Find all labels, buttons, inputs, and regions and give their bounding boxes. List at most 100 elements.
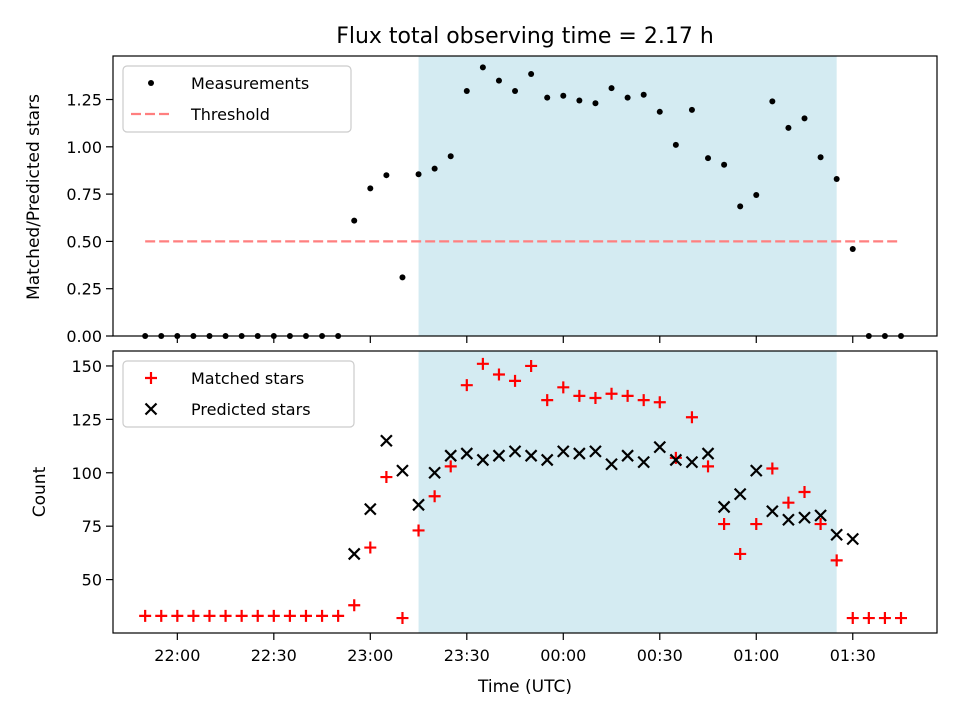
predicted-point xyxy=(492,449,506,462)
matched-point xyxy=(637,394,650,407)
predicted-point xyxy=(444,449,457,462)
matched-point xyxy=(187,609,200,622)
measurement-point xyxy=(399,274,406,281)
measurement-point xyxy=(640,91,647,98)
matched-point xyxy=(525,359,538,372)
matched-point xyxy=(798,486,811,498)
matched-point xyxy=(702,460,715,473)
predicted-point xyxy=(557,445,570,458)
measurement-point xyxy=(512,88,519,94)
predicted-point xyxy=(733,487,747,501)
matched-point xyxy=(251,609,264,622)
matched-point xyxy=(541,394,554,407)
predicted-point xyxy=(412,498,425,512)
matched-point xyxy=(380,471,393,484)
matched-point xyxy=(573,389,586,402)
top-y-tick-label: 0.00 xyxy=(66,327,102,346)
top-legend: Measurements Threshold xyxy=(122,65,352,133)
matched-point xyxy=(862,612,875,625)
bottom-x-tick-label: 00:00 xyxy=(540,646,586,665)
predicted-point xyxy=(669,453,683,467)
predicted-point xyxy=(766,504,779,518)
matched-point xyxy=(766,462,779,475)
matched-point xyxy=(509,374,522,387)
top-panel: 0.00 0.25 0.50 0.75 1.00 1.25 Measurements Thre… xyxy=(66,55,938,346)
measurement-point xyxy=(479,64,486,71)
matched-point xyxy=(396,612,409,625)
measurement-point xyxy=(849,245,856,252)
measurement-point xyxy=(528,70,535,77)
predicted-point xyxy=(846,532,860,546)
measurement-point xyxy=(753,192,760,199)
measurement-point xyxy=(672,141,679,148)
matched-point xyxy=(299,609,312,622)
matched-point xyxy=(332,609,345,622)
matched-point xyxy=(364,541,377,554)
matched-point xyxy=(718,518,731,531)
predicted-point xyxy=(685,455,699,469)
matched-point xyxy=(685,411,698,424)
measurement-point xyxy=(431,165,438,172)
matched-point xyxy=(460,379,473,392)
measurement-point xyxy=(817,154,824,161)
predicted-point xyxy=(347,547,361,561)
measurement-point xyxy=(447,153,454,160)
predicted-point xyxy=(460,447,474,460)
matched-point xyxy=(557,381,570,394)
bottom-x-tick-label: 23:00 xyxy=(347,646,393,665)
x-axis-label: Time (UTC) xyxy=(477,677,572,697)
measurement-point xyxy=(656,108,663,115)
legend-label: Matched stars xyxy=(191,369,304,388)
top-y-tick-label: 1.00 xyxy=(66,138,102,157)
predicted-point xyxy=(653,440,667,454)
matched-point xyxy=(283,609,296,622)
top-y-tick-label: 0.75 xyxy=(66,185,102,204)
matched-point xyxy=(621,389,634,402)
predicted-point xyxy=(524,449,538,462)
bottom-y-axis-label: Count xyxy=(30,466,50,517)
matched-point xyxy=(203,609,216,622)
bottom-panel: 50 75 100 125 150 22:00 22:30 23:00 23:30 00:00 00… xyxy=(71,350,938,665)
predicted-point xyxy=(717,500,731,514)
measurement-point xyxy=(592,100,599,107)
predicted-point xyxy=(701,447,715,460)
bottom-x-tick-label: 22:30 xyxy=(251,646,297,665)
predicted-point xyxy=(749,464,763,477)
matched-point xyxy=(476,357,489,370)
bottom-y-tick-label: 125 xyxy=(71,410,102,429)
matched-point xyxy=(669,451,682,464)
measurement-point xyxy=(688,106,695,113)
matched-point xyxy=(139,609,152,622)
chart-title: Flux total observing time = 2.17 h xyxy=(336,24,714,49)
bottom-x-tick-label: 00:30 xyxy=(637,646,683,665)
bottom-x-tick-label: 23:30 xyxy=(444,646,490,665)
matched-point xyxy=(750,518,763,531)
bottom-y-tick-label: 100 xyxy=(71,464,102,483)
bottom-series-matched-stars xyxy=(139,357,907,625)
measurement-point xyxy=(351,217,358,224)
matched-point xyxy=(444,460,457,473)
measurement-point xyxy=(463,88,470,94)
predicted-point xyxy=(540,453,554,467)
measurement-point xyxy=(833,175,840,182)
matched-point xyxy=(348,599,361,612)
measurement-point xyxy=(383,172,390,179)
matched-point xyxy=(734,547,747,560)
bottom-x-tick-label: 01:00 xyxy=(733,646,779,665)
measurement-point xyxy=(785,124,792,131)
measurement-point xyxy=(495,77,502,84)
predicted-point xyxy=(380,434,393,448)
matched-point xyxy=(428,490,441,503)
bottom-legend: Matched stars Predicted stars xyxy=(122,360,355,428)
predicted-point xyxy=(573,447,586,460)
measurement-point xyxy=(737,203,744,210)
measurement-point xyxy=(367,185,374,192)
matched-point xyxy=(605,387,618,400)
legend-label: Threshold xyxy=(190,105,270,124)
top-legend-box xyxy=(122,65,352,133)
bottom-y-tick-label: 50 xyxy=(82,571,102,590)
legend-label: Predicted stars xyxy=(191,400,311,419)
bottom-legend-box xyxy=(122,360,355,428)
legend-x-marker xyxy=(144,402,158,416)
matched-point xyxy=(412,524,425,537)
